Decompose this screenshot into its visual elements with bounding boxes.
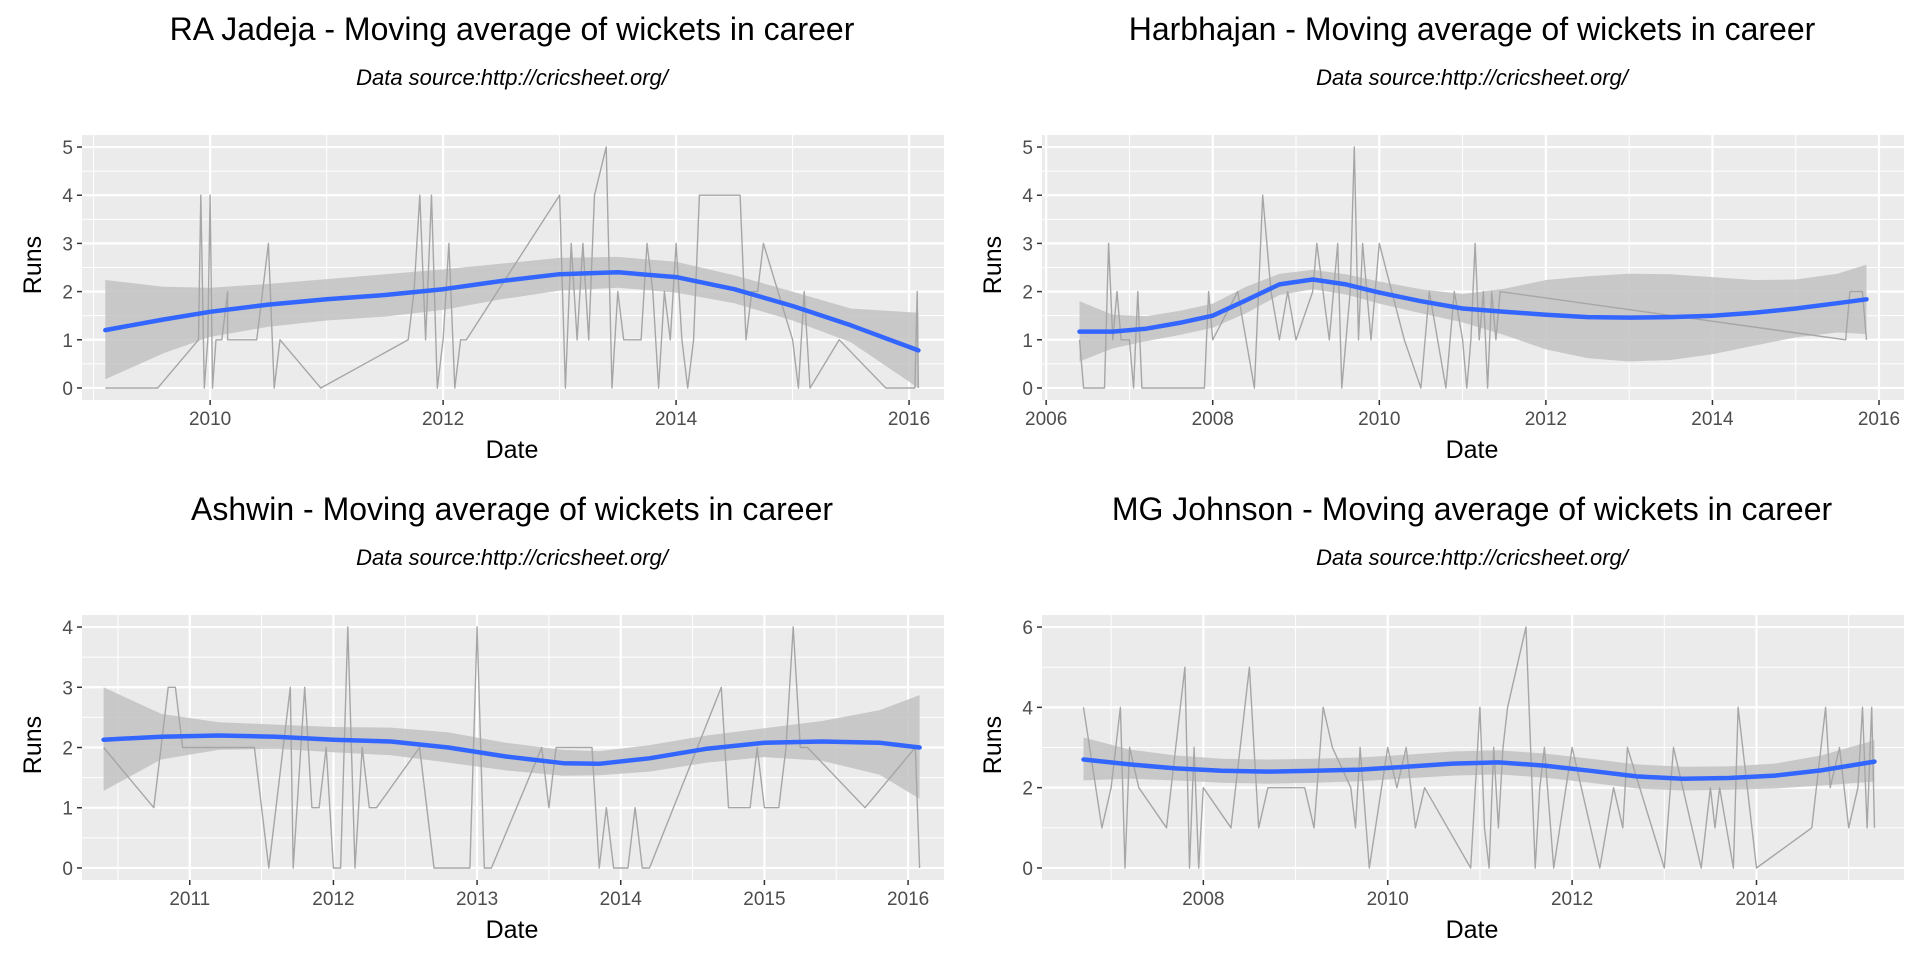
chart-title: Ashwin - Moving average of wickets in ca… [191,491,833,527]
y-tick-label: 1 [62,331,73,352]
x-tick-label: 2010 [1367,889,1409,910]
x-tick-label: 2012 [312,889,354,910]
y-tick-label: 2 [62,283,73,304]
series-line-smoothed [103,270,921,353]
chart-panel-jadeja: RA Jadeja - Moving average of wickets in… [0,0,960,480]
chart-subtitle: Data source:http://cricsheet.org/ [356,545,670,570]
x-tick-label: 2014 [600,889,643,910]
x-tick-label: 2013 [456,889,498,910]
y-tick-label: 3 [1022,234,1033,255]
x-axis-label: Date [1446,436,1499,464]
y-tick-label: 4 [1022,186,1033,207]
x-tick-label: 2016 [887,889,929,910]
x-tick-label: 2010 [1358,409,1400,430]
x-tick-label: 2016 [1858,409,1900,430]
chart-panel-harbhajan: Harbhajan - Moving average of wickets in… [960,0,1920,480]
x-tick-label: 2014 [1735,889,1778,910]
x-axis-label: Date [486,436,539,464]
x-axis-label: Date [486,916,539,944]
y-tick-label: 3 [62,678,73,699]
x-tick-label: 2006 [1025,409,1067,430]
y-tick-label: 2 [1022,779,1033,800]
x-tick-label: 2016 [888,409,930,430]
x-tick-label: 2012 [1551,889,1593,910]
y-tick-label: 4 [62,186,73,207]
chart-title: RA Jadeja - Moving average of wickets in… [170,11,855,47]
series-line-wickets [1078,146,1868,389]
x-tick-label: 2010 [189,409,231,430]
y-tick-label: 6 [1022,618,1033,639]
chart-panel-ashwin: Ashwin - Moving average of wickets in ca… [0,480,960,960]
y-tick-label: 2 [1022,283,1033,304]
chart-subtitle: Data source:http://cricsheet.org/ [1316,545,1630,570]
x-tick-label: 2012 [1525,409,1567,430]
y-axis-label: Runs [19,236,47,294]
x-tick-label: 2008 [1192,409,1234,430]
chart-title: MG Johnson - Moving average of wickets i… [1112,491,1833,527]
chart-panel-johnson: MG Johnson - Moving average of wickets i… [960,480,1920,960]
series-line-smoothed [101,733,922,767]
y-tick-label: 1 [62,799,73,820]
x-tick-label: 2012 [422,409,464,430]
y-tick-label: 5 [62,138,73,159]
series-line-smoothed [1081,757,1877,782]
y-axis-label: Runs [19,716,47,774]
series-line-smoothed [1077,277,1869,334]
series-line-wickets [105,146,920,389]
x-tick-label: 2014 [655,409,698,430]
y-tick-label: 4 [1022,698,1033,719]
x-tick-label: 2011 [169,889,210,910]
x-tick-label: 2015 [743,889,785,910]
chart-subtitle: Data source:http://cricsheet.org/ [356,65,670,90]
y-tick-label: 1 [1022,331,1033,352]
y-tick-label: 0 [1022,859,1033,880]
y-tick-label: 2 [62,739,73,760]
x-tick-label: 2008 [1182,889,1224,910]
chart-subtitle: Data source:http://cricsheet.org/ [1316,65,1630,90]
y-tick-label: 4 [62,618,73,639]
y-tick-label: 3 [62,234,73,255]
y-axis-label: Runs [979,716,1007,774]
confidence-ribbon [1079,264,1867,362]
y-axis-label: Runs [979,236,1007,294]
series-line-wickets [103,626,921,869]
y-tick-label: 5 [1022,138,1033,159]
y-tick-label: 0 [62,379,73,400]
x-tick-label: 2014 [1691,409,1734,430]
series-line-wickets [1082,626,1876,869]
y-tick-label: 0 [1022,379,1033,400]
confidence-ribbon [105,256,919,388]
y-tick-label: 0 [62,859,73,880]
chart-title: Harbhajan - Moving average of wickets in… [1129,11,1816,47]
x-axis-label: Date [1446,916,1499,944]
